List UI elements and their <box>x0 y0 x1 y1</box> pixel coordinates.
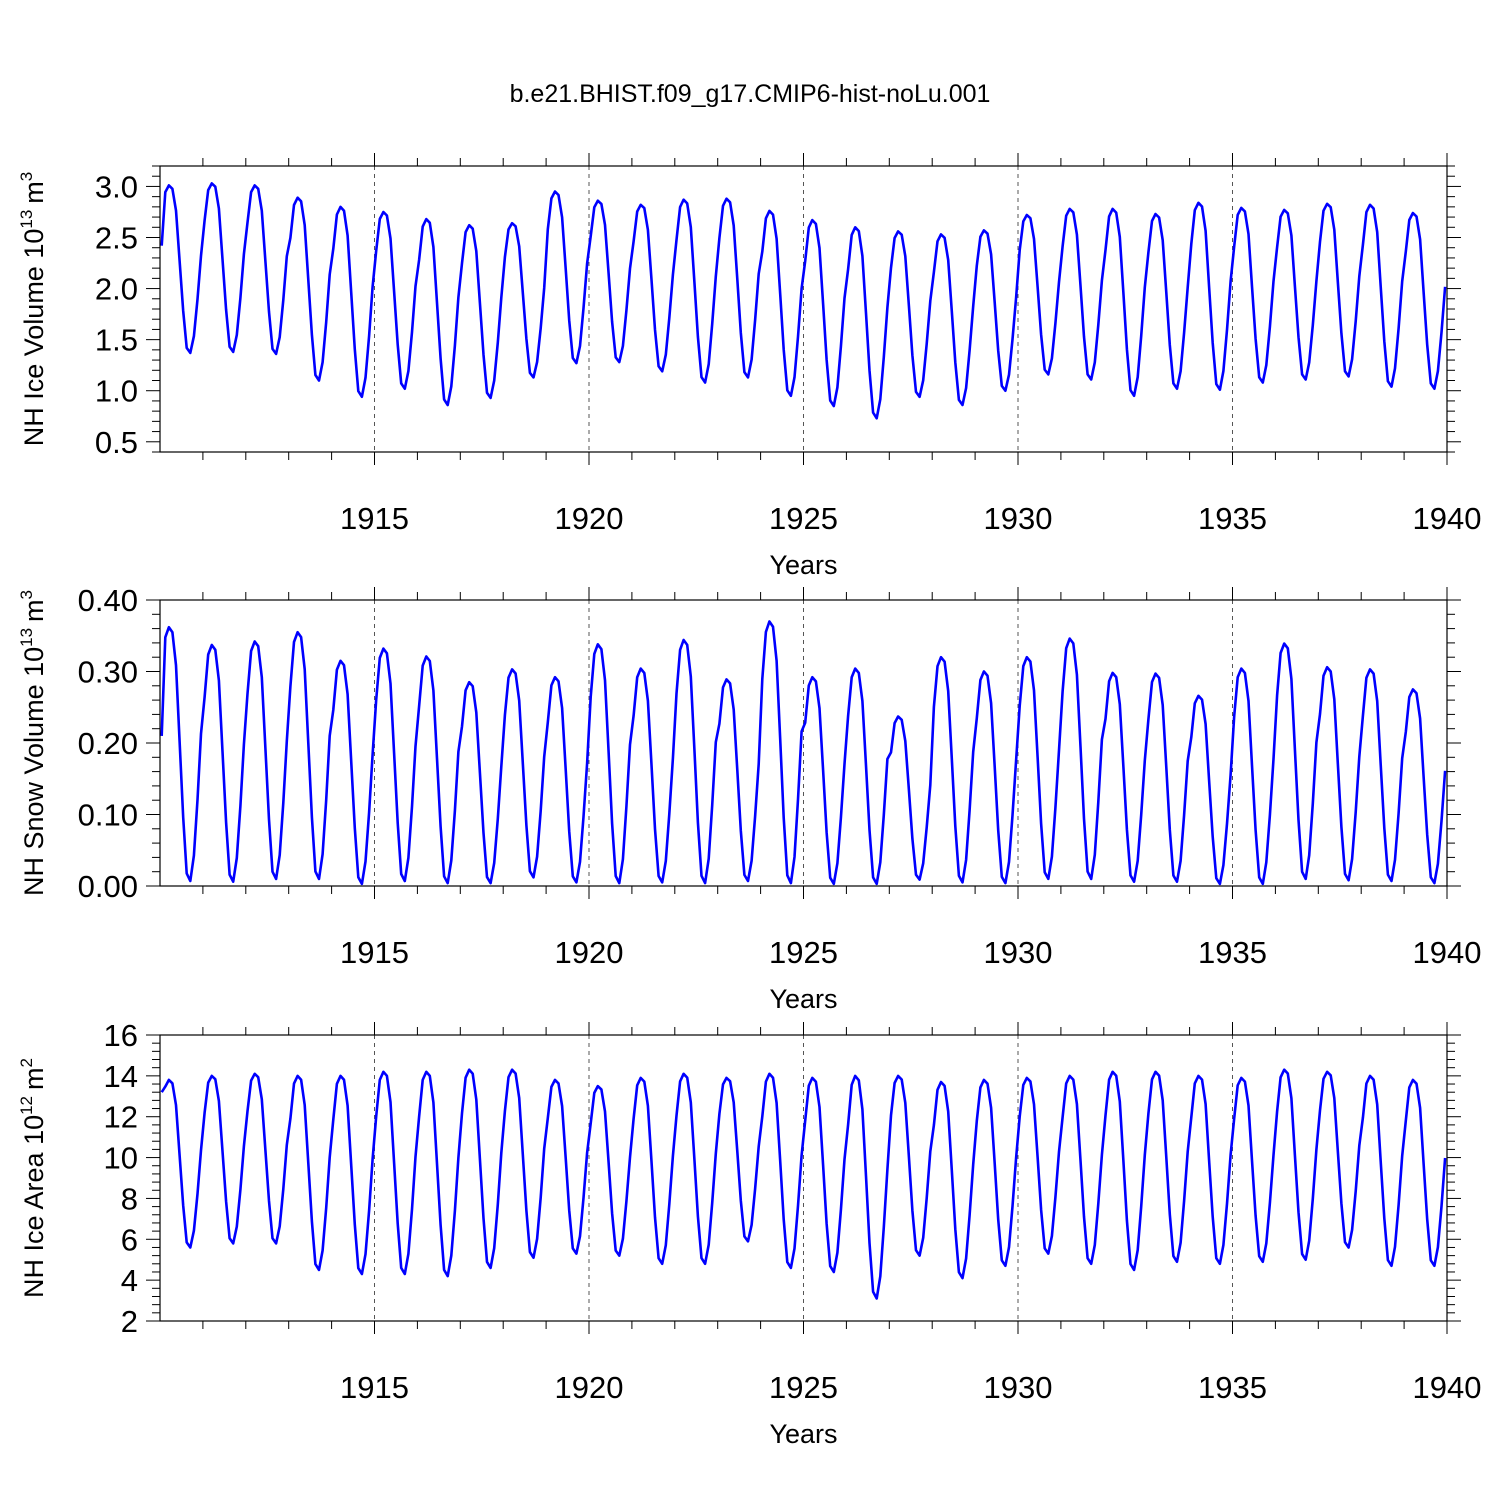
y-tick-label: 0.5 <box>95 425 138 460</box>
x-tick-label: 1915 <box>340 1370 409 1405</box>
x-tick-label: 1915 <box>340 935 409 970</box>
y-axis-label: NH Ice Area 1012 m2 <box>17 1058 49 1298</box>
x-tick-label: 1925 <box>769 935 838 970</box>
y-axis-label: NH Snow Volume 1013 m3 <box>17 590 49 896</box>
x-tick-label: 1925 <box>769 501 838 536</box>
y-tick-label: 2.0 <box>95 272 138 307</box>
y-axis-label-text: NH Snow Volume 10 <box>19 647 49 896</box>
x-tick-label: 1925 <box>769 1370 838 1405</box>
x-tick-label: 1930 <box>984 1370 1053 1405</box>
y-tick-label: 1.5 <box>95 323 138 358</box>
series-line-ice-area <box>160 1068 1447 1300</box>
x-axis-label: Years <box>769 984 837 1014</box>
y-tick-label: 2.5 <box>95 221 138 256</box>
y-axis-label-text: NH Ice Volume 10 <box>19 229 49 447</box>
x-axis-label: Years <box>769 1419 837 1449</box>
x-tick-label: 1920 <box>555 935 624 970</box>
x-tick-label: 1920 <box>555 501 624 536</box>
y-tick-label: 0.30 <box>78 655 138 690</box>
y-axis-label-exp: 13 <box>17 210 36 229</box>
y-axis-label: NH Ice Volume 1013 m3 <box>17 172 49 447</box>
x-tick-label: 1920 <box>555 1370 624 1405</box>
y-axis-label-unit-exp: 2 <box>17 1058 36 1067</box>
x-axis-label: Years <box>769 550 837 580</box>
x-tick-label: 1940 <box>1413 1370 1482 1405</box>
x-tick-label: 1940 <box>1413 501 1482 536</box>
plot-frame <box>159 1034 1448 1322</box>
plot-frame <box>159 165 1448 453</box>
y-tick-label: 8 <box>121 1181 138 1216</box>
y-tick-label: 2 <box>121 1304 138 1339</box>
y-axis-label-unit-exp: 3 <box>17 590 36 599</box>
y-tick-label: 6 <box>121 1222 138 1257</box>
y-axis-label-exp: 12 <box>17 1096 36 1115</box>
y-tick-label: 0.00 <box>78 869 138 904</box>
panel-snow-volume: 0.00 0.10 0.20 0.30 0.40 1915 1920 1925 1930 1935… <box>17 583 1481 1014</box>
y-tick-label: 14 <box>104 1059 138 1094</box>
y-axis-label-unit: m <box>19 599 49 622</box>
x-tick-label: 1935 <box>1198 1370 1267 1405</box>
y-tick-label: 1.0 <box>95 374 138 409</box>
x-tick-label: 1930 <box>984 935 1053 970</box>
figure-title: b.e21.BHIST.f09_g17.CMIP6-hist-noLu.001 <box>510 80 991 108</box>
series-line-ice-volume <box>160 182 1447 420</box>
y-axis-label-unit: m <box>19 1067 49 1090</box>
plot-frame <box>159 599 1448 887</box>
x-tick-label: 1935 <box>1198 501 1267 536</box>
y-tick-label: 0.40 <box>78 583 138 618</box>
y-tick-label: 10 <box>104 1141 138 1176</box>
panel-ice-volume: 0.5 1.0 1.5 2.0 2.5 3.0 1915 1920 1925 1930 1935 19… <box>17 153 1481 580</box>
series-line-snow-volume <box>160 620 1447 886</box>
x-tick-label: 1935 <box>1198 935 1267 970</box>
panel-ice-area: 2 4 6 8 10 12 14 16 1915 1920 1925 1930 1935 1940 Year… <box>17 1018 1481 1449</box>
x-tick-label: 1915 <box>340 501 409 536</box>
y-axis-label-unit-exp: 3 <box>17 172 36 181</box>
y-tick-label: 4 <box>121 1263 138 1298</box>
y-axis-label-unit: m <box>19 181 49 204</box>
y-tick-label: 12 <box>104 1100 138 1135</box>
y-tick-label: 3.0 <box>95 169 138 204</box>
y-tick-label: 0.10 <box>78 798 138 833</box>
y-tick-label: 16 <box>104 1018 138 1053</box>
y-axis-label-exp: 13 <box>17 628 36 647</box>
y-axis-label-text: NH Ice Area 10 <box>19 1115 49 1298</box>
x-tick-label: 1930 <box>984 501 1053 536</box>
y-tick-label: 0.20 <box>78 726 138 761</box>
x-tick-label: 1940 <box>1413 935 1482 970</box>
